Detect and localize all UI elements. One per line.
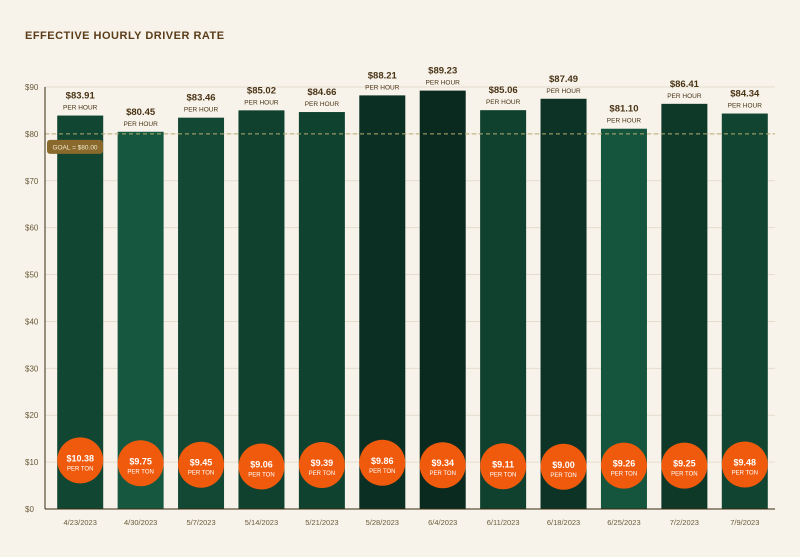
- x-tick-label: 4/23/2023: [64, 518, 97, 527]
- bar-value-label: $87.49: [549, 74, 578, 85]
- per-ton-circle: [480, 443, 527, 490]
- y-tick-label: $0: [25, 505, 34, 514]
- bar-unit-label: PER HOUR: [426, 80, 461, 87]
- per-ton-unit: PER TON: [490, 472, 516, 478]
- per-ton-value: $9.00: [552, 460, 575, 470]
- x-tick-label: 6/25/2023: [607, 518, 640, 527]
- x-tick-label: 5/28/2023: [366, 518, 399, 527]
- bar-value-label: $88.21: [368, 70, 398, 81]
- per-ton-value: $10.38: [66, 453, 94, 463]
- bar-value-label: $85.02: [247, 85, 276, 96]
- bar-value-label: $84.66: [307, 87, 336, 98]
- x-tick-label: 6/4/2023: [428, 518, 457, 527]
- bar-value-label: $89.23: [428, 66, 457, 77]
- per-ton-circle: [540, 443, 587, 490]
- bar-value-label: $85.06: [489, 85, 518, 96]
- bar-unit-label: PER HOUR: [365, 84, 400, 91]
- x-tick-label: 4/30/2023: [124, 518, 157, 527]
- per-ton-unit: PER TON: [67, 466, 93, 472]
- bar: [238, 110, 285, 509]
- y-tick-label: $10: [25, 458, 39, 467]
- bar: [480, 110, 527, 509]
- per-ton-unit: PER TON: [369, 469, 395, 475]
- per-ton-unit: PER TON: [127, 469, 153, 475]
- per-ton-circle: [117, 440, 164, 487]
- bar-value-label: $84.34: [730, 89, 760, 100]
- goal-badge: [47, 139, 103, 154]
- per-ton-unit: PER TON: [550, 473, 576, 479]
- bar-value-label: $83.91: [66, 91, 96, 102]
- y-tick-label: $50: [25, 271, 39, 280]
- bar: [661, 103, 708, 509]
- per-ton-circle: [721, 441, 768, 488]
- per-ton-value: $9.48: [734, 458, 757, 468]
- per-ton-circle: [600, 442, 647, 489]
- per-ton-value: $9.06: [250, 460, 273, 470]
- bar: [540, 98, 587, 510]
- per-ton-circle: [661, 442, 708, 489]
- y-tick-label: $40: [25, 317, 39, 326]
- x-tick-label: 5/21/2023: [305, 518, 338, 527]
- per-ton-value: $9.45: [190, 458, 213, 468]
- bar-value-label: $86.41: [670, 79, 700, 90]
- bar: [419, 90, 466, 509]
- per-ton-value: $9.75: [129, 456, 152, 466]
- per-ton-unit: PER TON: [188, 471, 214, 477]
- x-tick-label: 6/18/2023: [547, 518, 580, 527]
- per-ton-value: $9.86: [371, 456, 394, 466]
- y-tick-label: $20: [25, 411, 39, 420]
- bar-labels: $83.91 PER HOUR $80.45 PER HOUR $83.46 PER HO…: [63, 66, 762, 128]
- x-tick-label: 7/2/2023: [670, 518, 699, 527]
- y-tick-label: $80: [25, 130, 39, 139]
- x-tick-label: 6/11/2023: [487, 518, 520, 527]
- bar-unit-label: PER HOUR: [123, 121, 158, 128]
- per-ton-circle: [178, 441, 225, 488]
- x-tick-label: 5/7/2023: [186, 518, 215, 527]
- y-tick-label: $70: [25, 177, 39, 186]
- per-ton-value: $9.39: [311, 458, 334, 468]
- per-ton-circle: [298, 441, 345, 488]
- goal-label: GOAL = $80.00: [52, 144, 97, 151]
- bars: [57, 90, 768, 510]
- goal-line-group: GOAL = $80.00: [45, 133, 775, 154]
- y-tick-label: $90: [25, 83, 39, 92]
- per-ton-value: $9.11: [492, 459, 514, 469]
- bar-unit-label: PER HOUR: [63, 105, 98, 112]
- per-ton-circle: [359, 439, 406, 486]
- y-tick-label: $30: [25, 364, 39, 373]
- per-ton-circle: [419, 442, 466, 489]
- x-tick-label: 7/9/2023: [730, 518, 759, 527]
- bar-value-label: $81.10: [609, 104, 638, 115]
- bar-value-label: $80.45: [126, 107, 156, 118]
- chart-title: EFFECTIVE HOURLY DRIVER RATE: [25, 30, 225, 42]
- per-ton-value: $9.34: [431, 458, 454, 468]
- per-ton-value: $9.25: [673, 459, 696, 469]
- per-ton-markers: $10.38 PER TON $9.75 PER TON $9.45 PER TON $9.…: [57, 437, 768, 490]
- x-tick-label: 5/14/2023: [245, 518, 278, 527]
- per-ton-circle: [238, 443, 285, 490]
- y-tick-label: $60: [25, 224, 39, 233]
- per-ton-unit: PER TON: [611, 472, 637, 478]
- per-ton-unit: PER TON: [248, 473, 274, 479]
- bar-unit-label: PER HOUR: [244, 99, 279, 106]
- per-ton-unit: PER TON: [429, 471, 455, 477]
- bar-unit-label: PER HOUR: [728, 103, 763, 110]
- bar-unit-label: PER HOUR: [667, 93, 702, 100]
- per-ton-unit: PER TON: [309, 471, 335, 477]
- bar-unit-label: PER HOUR: [546, 88, 581, 95]
- per-ton-unit: PER TON: [732, 471, 758, 477]
- bar-unit-label: PER HOUR: [305, 101, 340, 108]
- bar-unit-label: PER HOUR: [607, 118, 642, 125]
- bar-value-label: $83.46: [187, 93, 216, 104]
- bar-unit-label: PER HOUR: [184, 107, 219, 114]
- axes: $0 $10 $20 $30 $40 $50 $60 $70 $80 $90 4/23/2023 4/…: [25, 83, 775, 527]
- per-ton-circle: [57, 437, 104, 484]
- per-ton-value: $9.26: [613, 459, 636, 469]
- per-ton-unit: PER TON: [671, 472, 697, 478]
- bar-unit-label: PER HOUR: [486, 99, 521, 106]
